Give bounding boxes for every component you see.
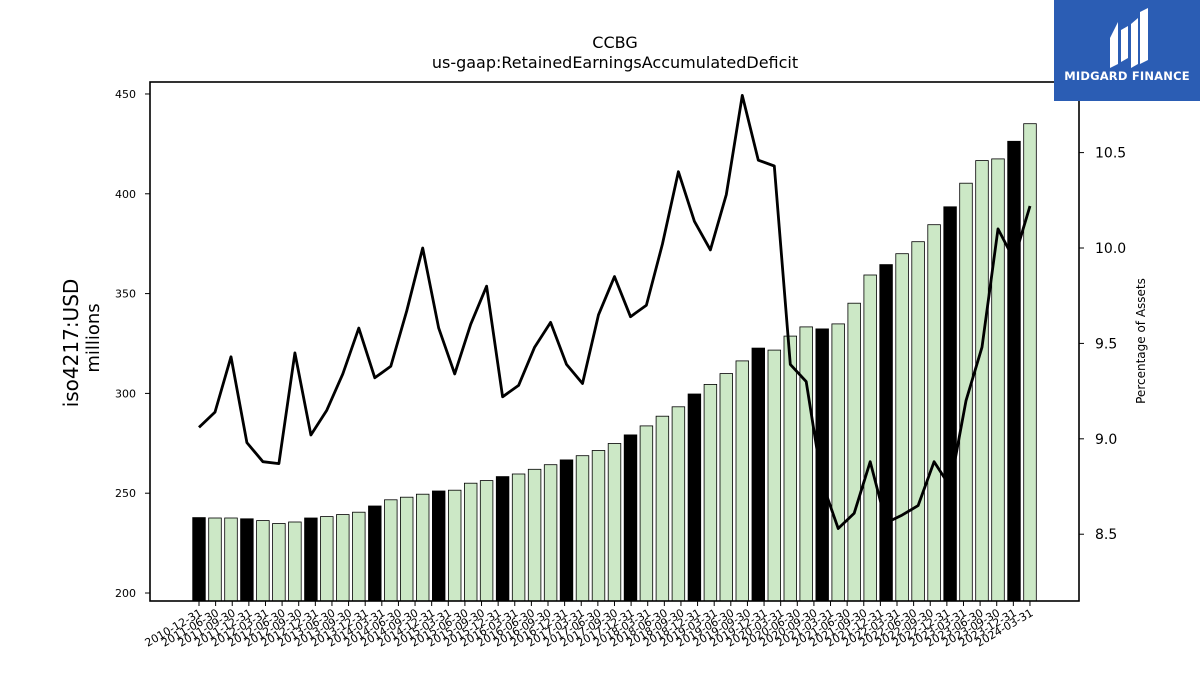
bar — [783, 335, 798, 602]
bar — [575, 455, 590, 602]
bar — [511, 473, 526, 602]
bar — [527, 468, 542, 602]
bar — [623, 434, 638, 602]
brand-logo: MIDGARD FINANCE — [1054, 0, 1200, 101]
y-axis-ticks: 200 250 300 350 400 450 — [115, 88, 150, 600]
bar — [895, 253, 909, 602]
bar — [831, 323, 845, 602]
bar — [256, 520, 270, 602]
bar — [304, 517, 318, 602]
bar — [208, 517, 222, 602]
bar — [975, 160, 989, 602]
bar — [1023, 123, 1037, 602]
plot-frame — [149, 81, 1080, 602]
bar — [1007, 140, 1021, 602]
bar — [543, 464, 558, 602]
bar — [799, 326, 813, 602]
bar — [943, 206, 957, 602]
bar — [687, 393, 702, 602]
bar — [415, 493, 430, 602]
bar — [399, 496, 414, 602]
bar — [336, 514, 350, 602]
bar — [559, 459, 574, 602]
bar — [927, 224, 941, 602]
percentage-line — [198, 94, 1032, 530]
bar — [847, 302, 861, 602]
bar — [479, 480, 494, 602]
bar — [879, 264, 893, 602]
bar — [767, 349, 782, 602]
bar — [495, 476, 510, 602]
chart-title: CCBG — [592, 33, 637, 52]
y2-tick-label: 10.0 — [1095, 241, 1126, 257]
bar — [320, 516, 334, 602]
y-tick-label: 400 — [115, 188, 136, 201]
bar — [591, 450, 606, 602]
logo-mark-icon — [1110, 8, 1148, 68]
bar — [384, 499, 398, 602]
bar — [368, 505, 382, 602]
y2-tick-label: 9.0 — [1095, 432, 1117, 448]
bar — [719, 373, 734, 602]
bar — [272, 523, 286, 602]
y2-tick-label: 10.5 — [1095, 146, 1126, 162]
y-tick-label: 200 — [115, 587, 136, 600]
bar — [288, 521, 302, 602]
y2-tick-label: 9.5 — [1095, 336, 1117, 352]
y-axis-unit: millions — [83, 303, 104, 372]
bar — [735, 360, 750, 602]
bar — [655, 415, 670, 602]
chart-subtitle: us-gaap:RetainedEarningsAccumulatedDefic… — [432, 53, 798, 72]
bar — [240, 518, 254, 602]
bar — [959, 182, 973, 602]
bar — [671, 406, 686, 602]
y2-axis-ticks: 8.5 9.0 9.5 10.0 10.5 — [1079, 146, 1126, 543]
bar — [703, 383, 718, 602]
bar — [352, 511, 366, 602]
bar — [463, 482, 478, 602]
y-tick-label: 300 — [115, 387, 136, 400]
bar — [815, 328, 829, 602]
bar-series — [192, 123, 1037, 602]
bar — [639, 425, 654, 602]
bar — [911, 241, 925, 602]
bar — [751, 347, 766, 602]
logo-text: MIDGARD FINANCE — [1064, 69, 1190, 83]
y2-tick-label: 8.5 — [1095, 527, 1117, 543]
bar — [431, 490, 446, 602]
bar — [447, 489, 462, 602]
bar — [224, 517, 238, 602]
bar — [991, 158, 1005, 602]
y-tick-label: 450 — [115, 88, 136, 101]
y-axis-label: iso4217:USD — [59, 279, 83, 408]
bar — [192, 517, 206, 602]
y2-axis-label: Percentage of Assets — [1134, 278, 1148, 404]
bar — [863, 274, 877, 602]
y-tick-label: 350 — [115, 288, 136, 301]
bar — [607, 443, 622, 602]
y-tick-label: 250 — [115, 487, 136, 500]
x-axis-ticks: 2010-12-312011-06-302011-09-302011-12-31… — [143, 601, 1036, 650]
